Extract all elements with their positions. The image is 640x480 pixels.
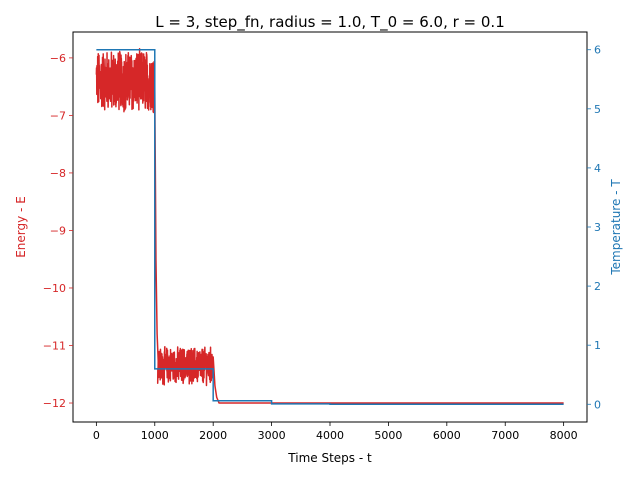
x-tick-label: 4000 [316,429,344,442]
y-left-tick-label: −12 [43,397,66,410]
y-right-tick-label: 0 [594,398,601,411]
y-left-tick-label: −9 [50,224,66,237]
y-left-tick-label: −11 [43,339,66,352]
y-axis-label-right: Temperature - T [609,179,623,276]
y-left-tick-label: −6 [50,52,66,65]
x-tick-label: 5000 [374,429,402,442]
y-right-tick-label: 3 [594,221,601,234]
energy-series-line [95,48,564,404]
temperature-series-line [96,48,564,405]
y-left-tick-label: −8 [50,167,66,180]
x-tick-label: 8000 [550,429,578,442]
y-right-tick-label: 2 [594,280,601,293]
x-tick-label: 0 [93,429,100,442]
y-right-tick-label: 5 [594,103,601,116]
chart-title: L = 3, step_fn, radius = 1.0, T_0 = 6.0,… [155,13,505,32]
y-axis-label-left: Energy - E [14,196,28,258]
x-tick-label: 1000 [141,429,169,442]
x-tick-label: 6000 [433,429,461,442]
y-left-tick-label: −7 [50,109,66,122]
x-axis-label: Time Steps - t [287,451,372,465]
y-right-tick-label: 1 [594,339,601,352]
plot-lines [95,48,564,405]
x-tick-label: 7000 [491,429,519,442]
y-right-tick-label: 6 [594,44,601,57]
x-tick-label: 3000 [258,429,286,442]
x-tick-label: 2000 [199,429,227,442]
y-left-tick-label: −10 [43,282,66,295]
y-right-tick-label: 4 [594,162,601,175]
ticks-layer: 0 1000 2000 3000 4000 5000 6000 7000 8000 −12 −11 −… [43,44,601,442]
